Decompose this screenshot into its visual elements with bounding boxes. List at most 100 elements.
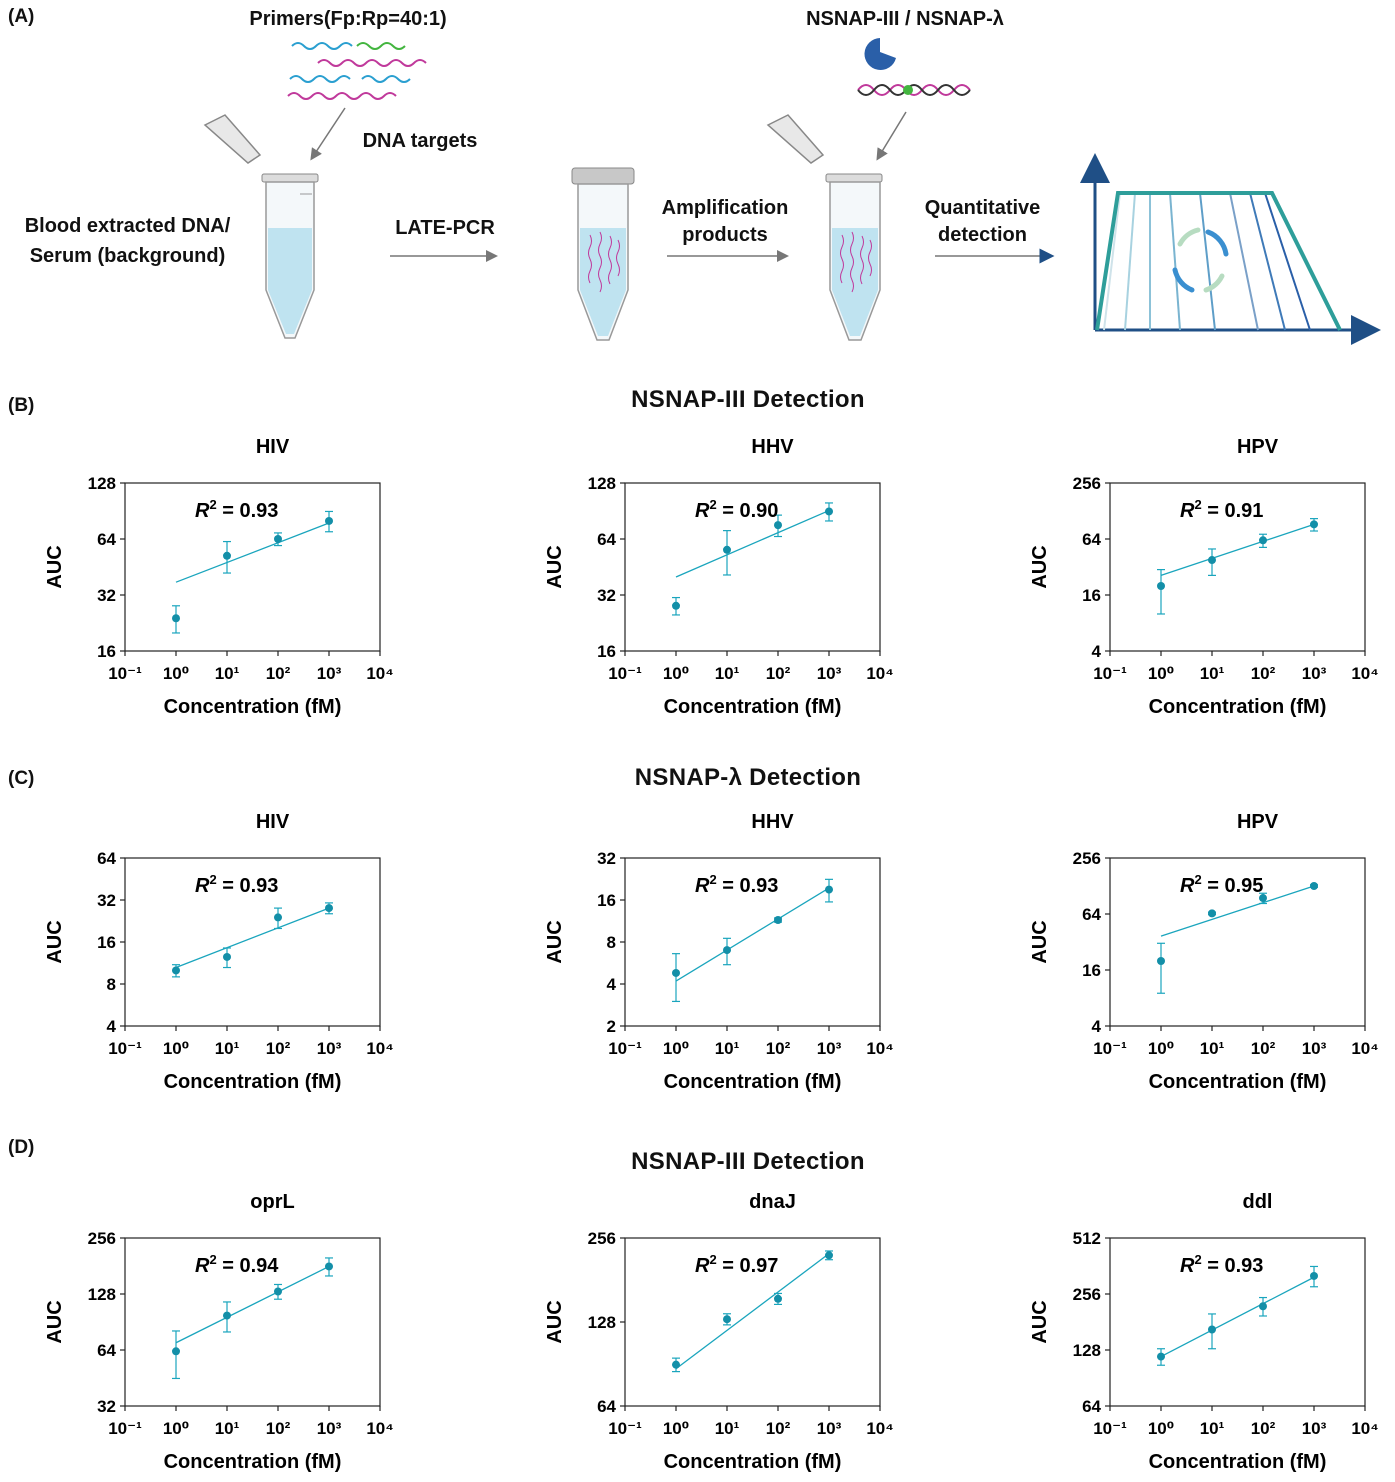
y-tick-label: 64: [97, 530, 116, 549]
dna-targets-label: DNA targets: [362, 130, 478, 152]
sample-label-line1: Blood extracted DNA/: [24, 215, 231, 237]
x-tick-label: 10³: [1302, 1039, 1327, 1058]
y-axis-label: AUC: [544, 1300, 566, 1343]
y-tick-label: 64: [597, 530, 616, 549]
plot-frame: [1109, 482, 1366, 652]
x-axis-label: Concentration (fM): [1149, 1071, 1327, 1093]
x-tick-label: 10³: [1302, 664, 1327, 683]
chart-title: HHV: [751, 436, 794, 458]
trend-line: [1160, 1276, 1315, 1358]
y-tick-label: 16: [1082, 961, 1101, 980]
x-tick-label: 10⁰: [163, 1419, 189, 1438]
y-tick-label: 8: [607, 933, 616, 952]
data-point: [274, 913, 282, 922]
data-point: [672, 968, 680, 977]
chart-b-hpv: HPV 4 16 64 256 10⁻¹ 10⁰ 10¹ 10² 10³ 10⁴ Concentrat…: [1029, 436, 1379, 718]
x-tick-label: 10¹: [715, 664, 740, 683]
chart-title: HIV: [256, 811, 290, 833]
trend-line: [1160, 885, 1315, 937]
data-point: [1310, 1271, 1318, 1280]
x-tick-label: 10³: [317, 1419, 342, 1438]
x-tick-label: 10³: [317, 1039, 342, 1058]
x-tick-label: 10⁻¹: [1093, 1419, 1127, 1438]
panel-a-label: (A): [8, 6, 35, 27]
chart-d-dnaj: dnaJ 64 128 256 10⁻¹ 10⁰ 10¹ 10² 10³ 10⁴ Concentra…: [544, 1191, 894, 1473]
x-tick-label: 10⁴: [866, 1039, 893, 1058]
x-tick-label: 10⁻¹: [608, 1419, 642, 1438]
data-point: [223, 551, 231, 560]
tube-3: [766, 114, 883, 341]
y-axis-label: AUC: [44, 920, 66, 963]
data-point: [325, 516, 333, 525]
trend-line: [1160, 523, 1315, 577]
x-tick-label: 10⁰: [1148, 1039, 1174, 1058]
x-tick-label: 10¹: [1200, 664, 1225, 683]
x-tick-label: 10⁰: [1148, 1419, 1174, 1438]
y-tick-label: 256: [1073, 1285, 1101, 1304]
chart-c-hpv: HPV 4 16 64 256 10⁻¹ 10⁰ 10¹ 10² 10³ 10⁴ Concentrat…: [1029, 811, 1379, 1093]
x-tick-label: 10¹: [715, 1419, 740, 1438]
trend-line: [175, 522, 330, 583]
y-tick-label: 8: [107, 975, 116, 994]
y-tick-label: 32: [97, 1397, 116, 1416]
x-tick-label: 10³: [1302, 1419, 1327, 1438]
y-tick-label: 64: [597, 1397, 616, 1416]
y-tick-label: 64: [1082, 905, 1101, 924]
data-point: [774, 1294, 782, 1303]
chart-title: ddl: [1243, 1191, 1273, 1213]
r-squared-label: R2 = 0.93: [1180, 1252, 1263, 1277]
data-point: [1157, 1352, 1165, 1361]
plot-frame: [1109, 1237, 1366, 1407]
x-tick-label: 10¹: [215, 1039, 240, 1058]
x-tick-label: 10³: [817, 1039, 842, 1058]
x-axis-label: Concentration (fM): [664, 1071, 842, 1093]
y-tick-label: 16: [597, 891, 616, 910]
x-tick-label: 10²: [1251, 1419, 1276, 1438]
panel-c-label: (C): [8, 768, 35, 789]
section-title-c: NSNAP-λ Detection: [634, 764, 862, 791]
chart-b-hiv: HIV 16 32 64 128 10⁻¹ 10⁰ 10¹ 10² 10³ 10⁴ Concentra…: [44, 436, 394, 718]
data-point: [274, 1287, 282, 1296]
nsnap-enzyme: [864, 38, 896, 70]
data-point: [723, 545, 731, 554]
quantitative-label-line1: Quantitative: [924, 197, 1041, 219]
primers-label: Primers(Fp:Rp=40:1): [249, 8, 447, 30]
amplification-label-line2: products: [682, 224, 768, 246]
primer-strands: [287, 42, 427, 100]
panel-d-label: (D): [8, 1137, 35, 1158]
trend-line: [175, 907, 330, 969]
section-title-d: NSNAP-III Detection: [631, 1148, 865, 1175]
y-tick-label: 256: [88, 1229, 116, 1248]
y-tick-label: 128: [88, 474, 116, 493]
x-tick-label: 10⁰: [663, 1419, 689, 1438]
nsnap-label: NSNAP-III / NSNAP-λ: [806, 8, 1004, 30]
x-tick-label: 10³: [817, 664, 842, 683]
r-squared-label: R2 = 0.91: [1180, 497, 1263, 522]
panel-b-label: (B): [8, 395, 35, 416]
sample-label-line2: Serum (background): [29, 245, 226, 267]
quantitative-label-line2: detection: [938, 224, 1027, 246]
y-tick-label: 256: [1073, 849, 1101, 868]
chart-d-oprl: oprL 32 64 128 256 10⁻¹ 10⁰ 10¹ 10² 10³ 10⁴ Concent…: [44, 1191, 394, 1473]
plot-frame: [624, 482, 881, 652]
section-title-b: NSNAP-III Detection: [631, 386, 865, 413]
x-tick-label: 10⁰: [663, 1039, 689, 1058]
x-tick-label: 10¹: [215, 664, 240, 683]
data-point: [1208, 1325, 1216, 1334]
x-tick-label: 10²: [1251, 1039, 1276, 1058]
data-point: [774, 521, 782, 530]
y-axis-label: AUC: [44, 1300, 66, 1343]
y-tick-label: 16: [97, 933, 116, 952]
amplification-label-line1: Amplification: [661, 197, 789, 219]
x-tick-label: 10⁰: [163, 1039, 189, 1058]
chart-title: HPV: [1237, 811, 1279, 833]
y-axis-label: AUC: [44, 545, 66, 588]
r-squared-label: R2 = 0.93: [695, 872, 778, 897]
trend-line: [175, 1265, 330, 1344]
data-point: [172, 614, 180, 623]
y-tick-label: 16: [597, 642, 616, 661]
chart-title: dnaJ: [749, 1191, 796, 1213]
chart-d-ddl: ddl 64 128 256 512 10⁻¹ 10⁰ 10¹ 10² 10³ 10⁴ Concent…: [1029, 1191, 1379, 1473]
y-tick-label: 64: [97, 1341, 116, 1360]
data-point: [325, 1262, 333, 1271]
